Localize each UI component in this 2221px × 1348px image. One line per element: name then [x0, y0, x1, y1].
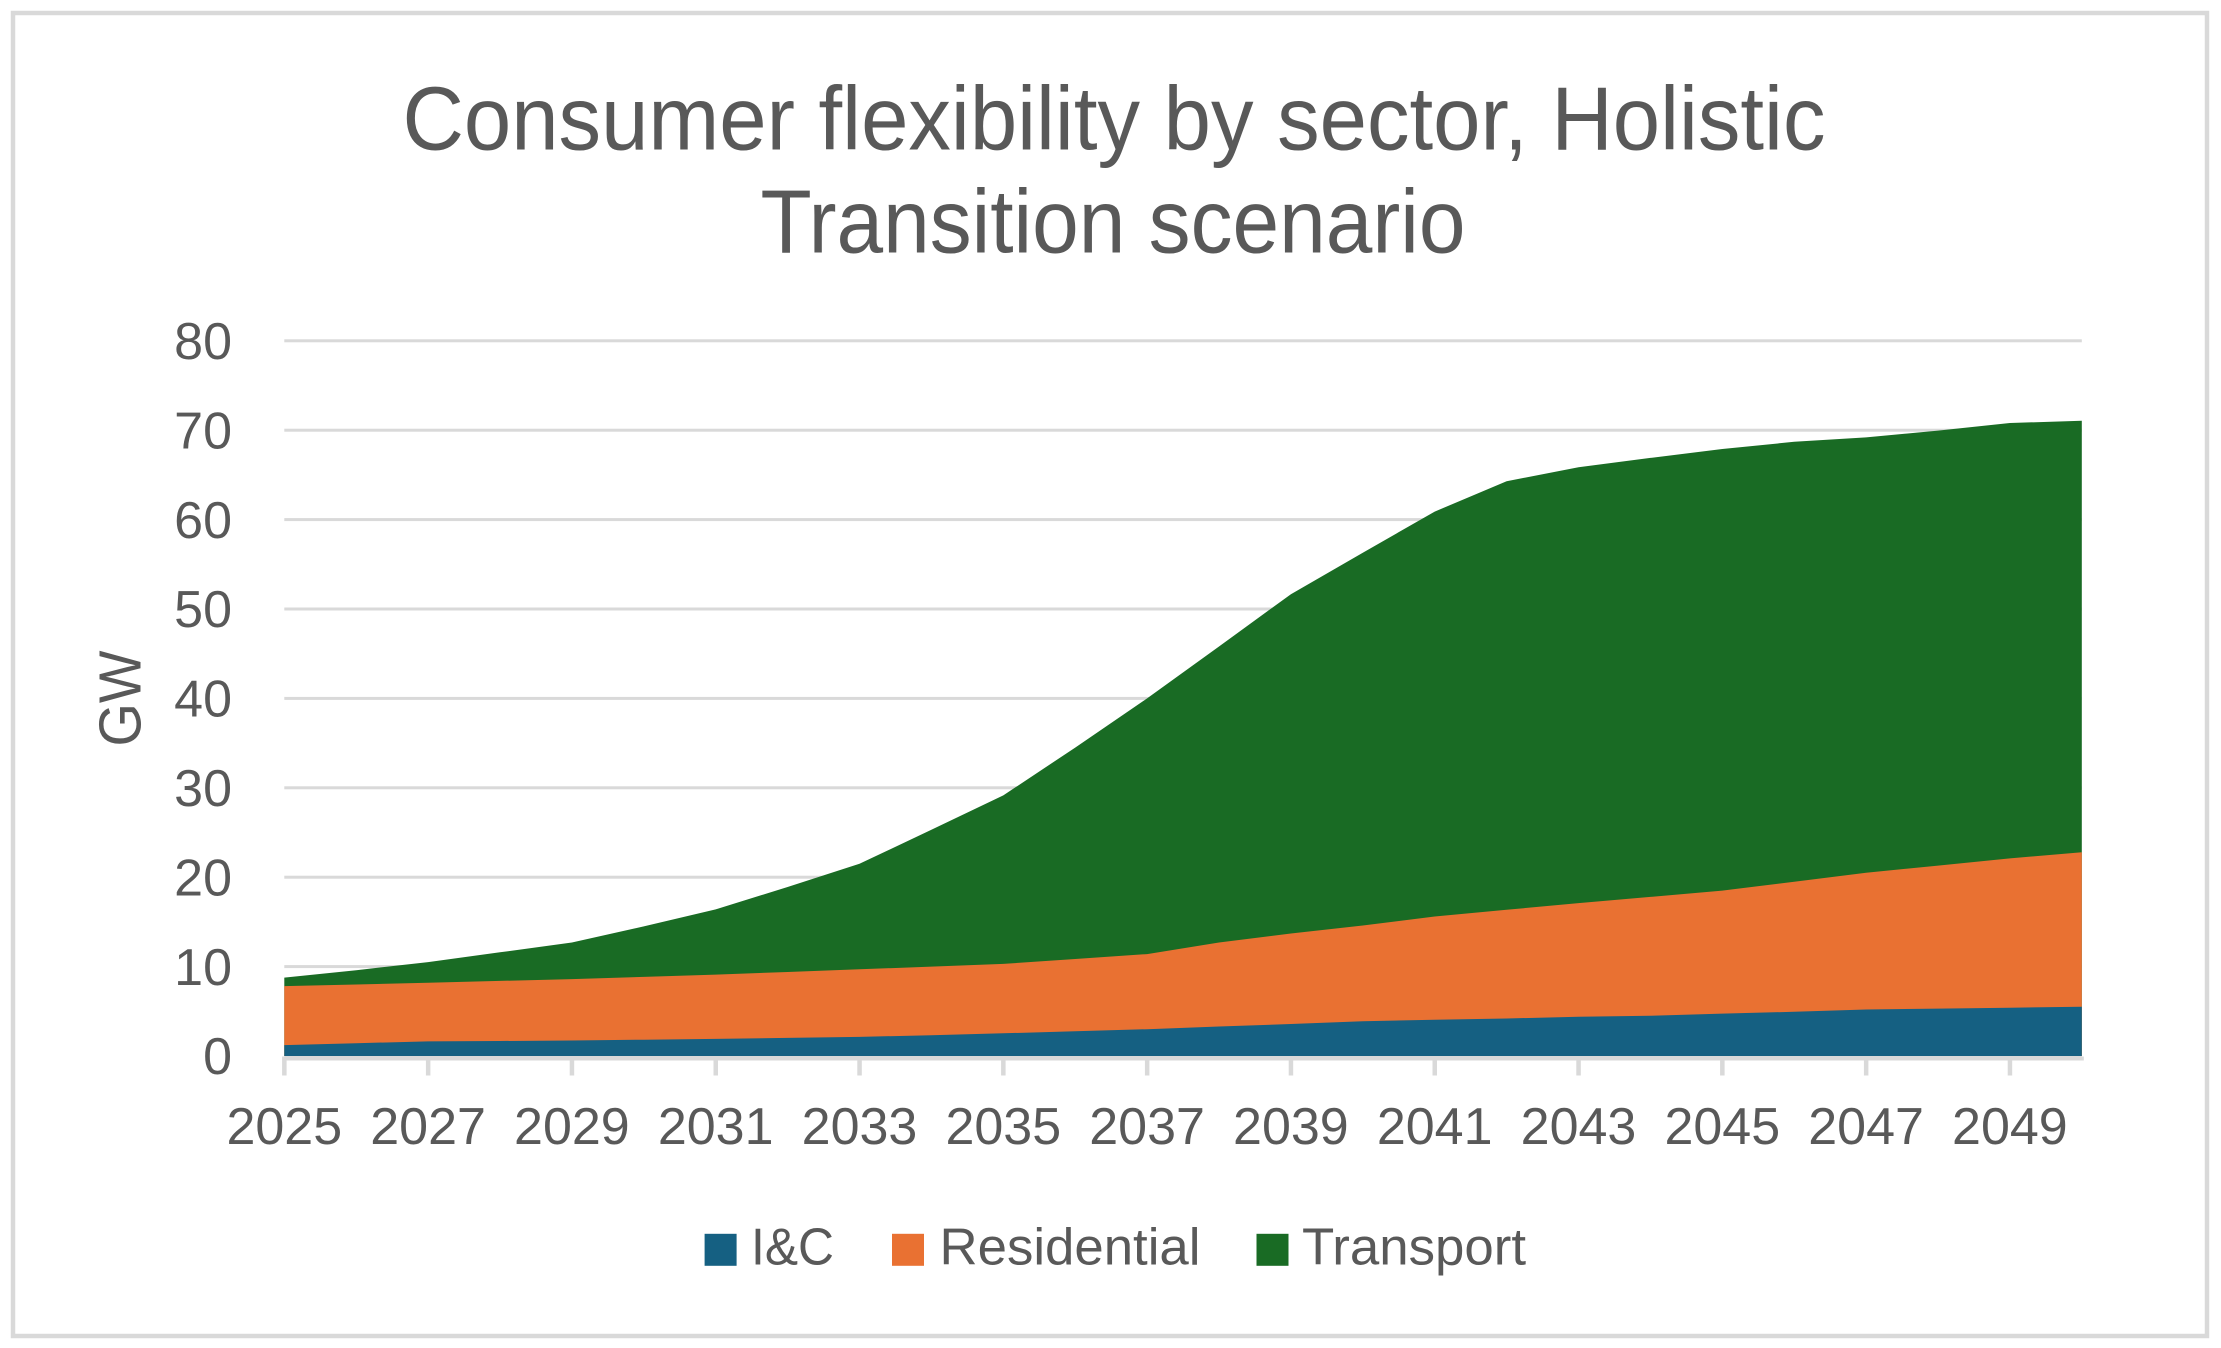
svg-text:2043: 2043: [1521, 1098, 1637, 1156]
svg-text:2037: 2037: [1089, 1098, 1205, 1156]
svg-text:2047: 2047: [1808, 1098, 1924, 1156]
svg-text:40: 40: [174, 671, 232, 729]
svg-text:2031: 2031: [658, 1098, 774, 1156]
svg-text:Consumer flexibility by sector: Consumer flexibility by sector, Holistic: [403, 70, 1826, 170]
svg-text:70: 70: [174, 402, 232, 460]
svg-text:30: 30: [174, 760, 232, 818]
svg-text:2029: 2029: [514, 1098, 630, 1156]
svg-text:2041: 2041: [1377, 1098, 1493, 1156]
svg-text:I&C: I&C: [751, 1219, 834, 1277]
svg-text:0: 0: [203, 1028, 232, 1086]
svg-text:2045: 2045: [1664, 1098, 1780, 1156]
svg-text:GW: GW: [88, 650, 154, 746]
svg-text:10: 10: [174, 939, 232, 997]
svg-text:20: 20: [174, 849, 232, 907]
svg-text:60: 60: [174, 492, 232, 550]
svg-text:Transition scenario: Transition scenario: [761, 173, 1466, 273]
svg-text:Residential: Residential: [940, 1219, 1201, 1277]
svg-text:2049: 2049: [1952, 1098, 2068, 1156]
svg-text:2035: 2035: [945, 1098, 1061, 1156]
svg-text:2027: 2027: [370, 1098, 486, 1156]
svg-text:Transport: Transport: [1302, 1219, 1527, 1277]
svg-text:2039: 2039: [1233, 1098, 1349, 1156]
svg-text:80: 80: [174, 313, 232, 371]
svg-text:2025: 2025: [226, 1098, 342, 1156]
svg-text:50: 50: [174, 581, 232, 639]
svg-text:2033: 2033: [802, 1098, 918, 1156]
